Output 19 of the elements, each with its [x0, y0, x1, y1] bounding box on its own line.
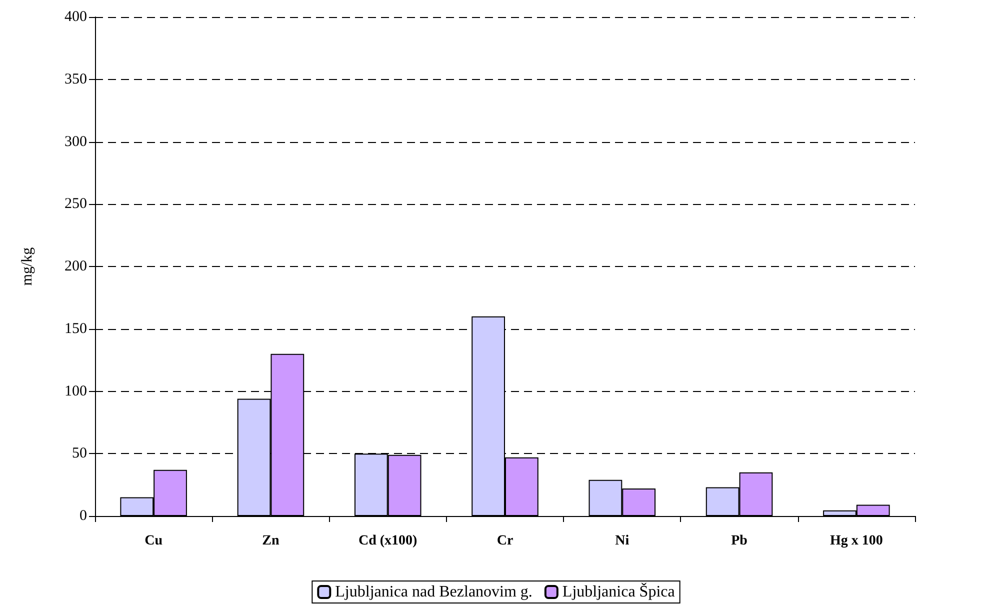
- y-tick-label: 50: [72, 446, 87, 462]
- y-tick-label: 250: [64, 196, 87, 212]
- y-tick-label: 150: [64, 320, 87, 337]
- y-tick-label: 400: [64, 9, 87, 25]
- y-tick-label: 200: [64, 258, 87, 274]
- y-tick-label: 0: [80, 508, 87, 524]
- y-tick-label: 300: [64, 134, 87, 150]
- x-tick-label: Zn: [262, 534, 280, 548]
- x-tick-label: Cu: [144, 534, 163, 548]
- x-tick-label: Cr: [496, 534, 514, 548]
- legend-label: Ljubljanica Špica: [562, 582, 675, 600]
- x-tick-label: Hg x 100: [830, 534, 883, 548]
- y-tick-label: 100: [64, 383, 87, 400]
- x-tick-label: Cd (x100): [358, 534, 418, 548]
- y-axis-title: mg/kg: [20, 246, 36, 286]
- legend-label: Ljubljanica nad Bezlanovim g.: [335, 584, 532, 600]
- y-tick-label: 350: [64, 71, 87, 88]
- x-tick-label: Pb: [731, 534, 748, 548]
- x-tick-label: Ni: [615, 534, 630, 548]
